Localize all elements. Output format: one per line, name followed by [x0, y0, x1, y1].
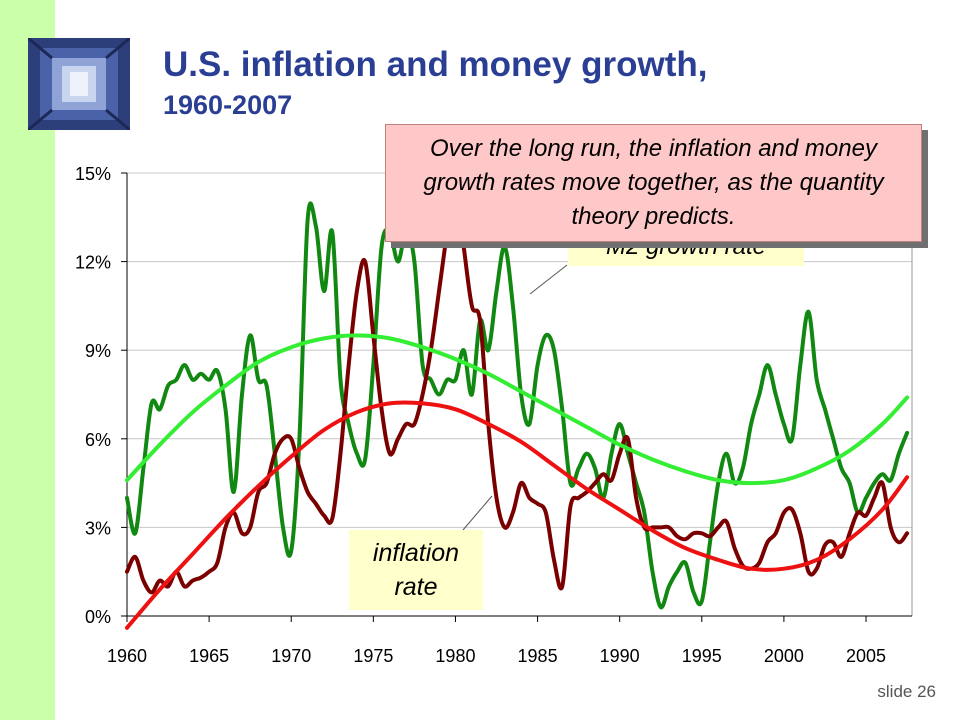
- inflation-rate-line: [125, 185, 910, 595]
- m2-label-leader: [529, 264, 568, 295]
- m2-growth-label: M2 growth rate: [568, 240, 804, 266]
- inflation-trend-line: [125, 400, 910, 630]
- y-tick-label: 15%: [75, 164, 111, 184]
- callout-text: Over the long run, the inflation and mon…: [423, 135, 884, 230]
- x-tick-label: 1995: [682, 646, 722, 666]
- x-tick-label: 1975: [353, 646, 393, 666]
- x-tick-label: 1990: [600, 646, 640, 666]
- x-tick-label: 2000: [764, 646, 804, 666]
- x-tick-label: 1960: [107, 646, 147, 666]
- y-tick-label: 6%: [85, 430, 111, 450]
- x-tick-label: 1965: [189, 646, 229, 666]
- slide-number: slide 26: [877, 682, 936, 701]
- inflation-label: inflation rate: [349, 530, 483, 610]
- callout-box: Over the long run, the inflation and mon…: [385, 124, 922, 242]
- y-tick-label: 12%: [75, 253, 111, 273]
- y-tick-label: 9%: [85, 341, 111, 361]
- y-tick-label: 3%: [85, 518, 111, 538]
- m2-growth-trend-line: [125, 333, 910, 486]
- y-tick-label: 0%: [85, 607, 111, 627]
- x-tick-label: 1985: [518, 646, 558, 666]
- x-tick-label: 1980: [435, 646, 475, 666]
- page-title: U.S. inflation and money growth, 1960-20…: [163, 45, 707, 121]
- x-tick-label: 2005: [846, 646, 886, 666]
- stairwell-logo-image: [28, 38, 130, 130]
- title-main: U.S. inflation and money growth,: [163, 45, 708, 84]
- x-tick-label: 1970: [271, 646, 311, 666]
- inflation-label-leader: [462, 495, 493, 531]
- m2-growth-rate-line: [125, 201, 910, 610]
- title-subtitle: 1960-2007: [163, 90, 293, 120]
- inflation-label-text: inflation rate: [372, 539, 460, 601]
